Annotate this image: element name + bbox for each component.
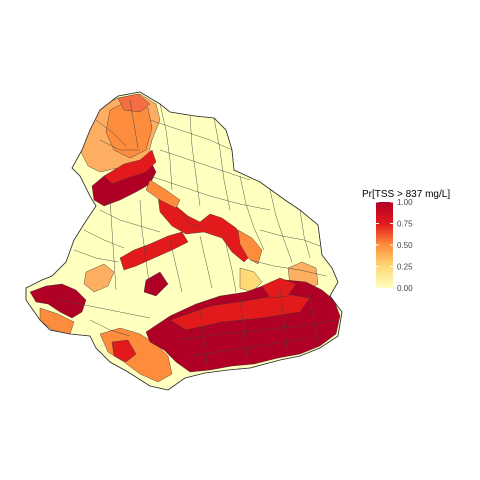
legend-tick-label: 0.00 — [397, 284, 413, 293]
legend-tick-labels: 1.00 0.75 0.50 0.25 0.00 — [397, 198, 413, 293]
region-outline — [25, 91, 343, 391]
catchment-west-red — [29, 283, 87, 319]
catchment-se-red-2 — [169, 293, 311, 331]
subcatchment-boundaries — [59, 99, 337, 371]
catchment-south-red — [111, 339, 137, 363]
catchment-nw-top — [117, 93, 151, 113]
catchment-nw-red-2 — [103, 149, 157, 185]
catchment-channel-3 — [119, 231, 189, 271]
legend-tick-label: 1.00 — [397, 198, 413, 207]
catchment-west-orange-2 — [83, 263, 115, 293]
catchment-east-orange-2 — [239, 267, 263, 293]
legend-tick-marks — [376, 201, 393, 289]
legend: Pr[TSS > 837 mg/L] 1.00 0.75 0.50 0.25 0… — [362, 189, 450, 293]
legend-colorbar — [376, 202, 393, 288]
legend-tick-label: 0.25 — [397, 263, 413, 272]
catchment-channel-5 — [237, 229, 263, 265]
catchment-channel-2 — [145, 179, 181, 209]
catchment-se-red-3 — [261, 277, 297, 299]
legend-title: Pr[TSS > 837 mg/L] — [362, 189, 450, 200]
legend-tick-label: 0.75 — [397, 220, 413, 229]
legend-tick-label: 0.50 — [397, 241, 413, 250]
catchment-fills — [29, 93, 341, 383]
